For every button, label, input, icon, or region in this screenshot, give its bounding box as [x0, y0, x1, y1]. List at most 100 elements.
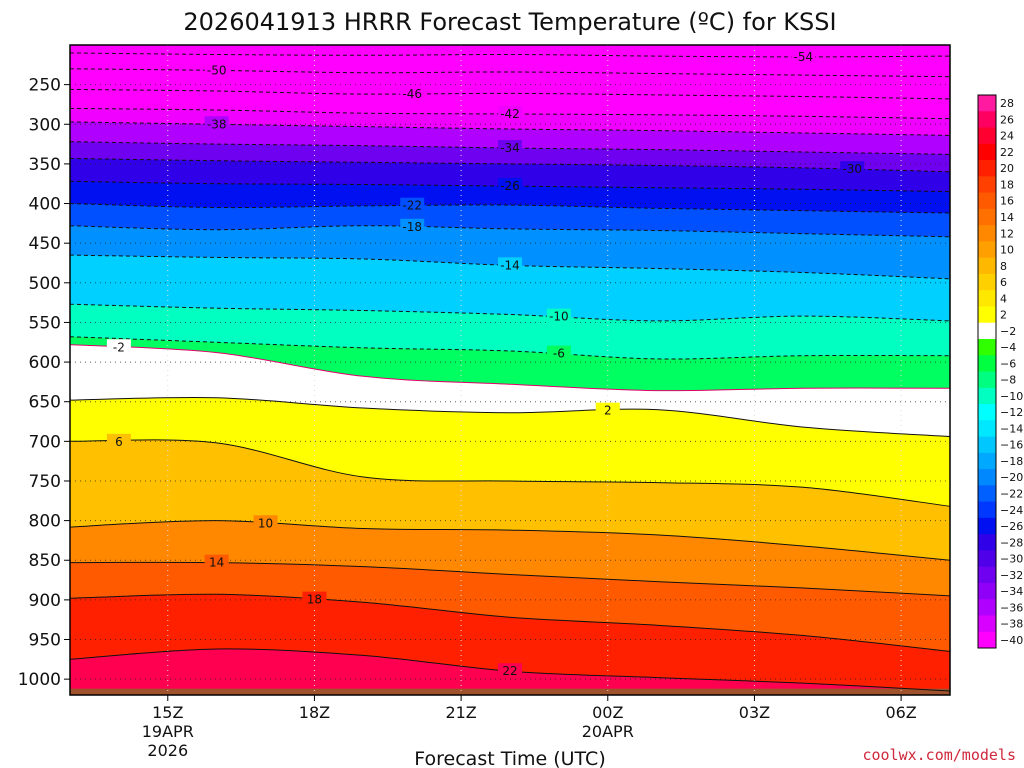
ground-strip — [70, 688, 950, 695]
isotherm-label--2: -2 — [113, 340, 125, 354]
colorbar-label: −40 — [1000, 634, 1023, 647]
isotherm-label-14: 14 — [209, 556, 224, 570]
colorbar-swatch — [978, 208, 996, 226]
colorbar-label: −10 — [1000, 390, 1023, 403]
colorbar-swatch — [978, 550, 996, 568]
colorbar-swatch — [978, 371, 996, 389]
x-tick-label: 06Z — [885, 703, 916, 722]
colorbar-label: −14 — [1000, 422, 1023, 435]
colorbar-label: −38 — [1000, 618, 1023, 631]
x-tick-label: 03Z — [739, 703, 770, 722]
isotherm-label--18: -18 — [402, 220, 422, 234]
y-tick-label: 650 — [29, 393, 61, 413]
isotherm-label--46: -46 — [402, 87, 422, 101]
isotherm-label-bg — [253, 515, 278, 531]
colorbar-swatch — [978, 322, 996, 340]
colorbar-swatch — [978, 241, 996, 259]
colorbar-swatch — [978, 143, 996, 161]
colorbar-swatch — [978, 501, 996, 519]
isotherm-label-bg — [302, 591, 327, 607]
colorbar-label: −4 — [1000, 341, 1016, 354]
y-tick-label: 800 — [29, 512, 61, 532]
colorbar-label: −16 — [1000, 439, 1023, 452]
isotherm-label-bg — [595, 402, 620, 418]
y-axis: 250 300 350 400 450 500 550 600 650 700 750 800 850 9… — [18, 76, 70, 690]
colorbar-swatch — [978, 95, 996, 112]
colorbar-label: 10 — [1000, 244, 1014, 257]
colorbar-swatch — [978, 192, 996, 210]
colorbar-label: −2 — [1000, 325, 1016, 338]
isotherm-label-18: 18 — [307, 593, 322, 607]
isotherm-label--50: -50 — [207, 63, 227, 77]
colorbar-swatch — [978, 225, 996, 242]
isotherm-label-bg — [546, 345, 571, 361]
isotherm-label-22: 22 — [502, 664, 517, 678]
colorbar-label: −12 — [1000, 406, 1023, 419]
colorbar-swatch — [978, 485, 996, 503]
colorbar-label: 24 — [1000, 130, 1014, 143]
isotherm-label--6: -6 — [553, 347, 565, 361]
colorbar-label: 28 — [1000, 97, 1014, 110]
colorbar-swatch — [978, 127, 996, 145]
isotherm-label-bg — [498, 663, 522, 679]
isotherm-label-bg — [106, 433, 131, 449]
colorbar-swatch — [978, 387, 996, 405]
colorbar-label: −18 — [1000, 455, 1023, 468]
y-tick-label: 450 — [29, 234, 61, 254]
isotherm-label-bg — [840, 161, 865, 177]
colorbar-legend: 28 26 24 22 20 18 16 14 12 10 8 6 4 2 −2 −4 −6 −8 −10 −12 −1… — [977, 94, 1023, 649]
isotherm-label-bg — [791, 48, 816, 64]
colorbar-swatch — [978, 582, 996, 600]
isotherm-label-bg — [204, 62, 229, 78]
isotherm-label-bg — [400, 218, 425, 234]
isotherm-label-bg — [106, 339, 131, 355]
y-tick-label: 400 — [29, 195, 61, 215]
y-tick-label: 250 — [29, 76, 61, 96]
colorbar-swatch — [978, 257, 996, 275]
colorbar-swatch — [978, 436, 996, 454]
colorbar-label: −28 — [1000, 536, 1023, 549]
isotherm-label--34: -34 — [500, 141, 520, 155]
colorbar-swatch — [978, 404, 996, 421]
x-tick-label: 00Z — [592, 703, 623, 722]
colorbar-swatch — [978, 420, 996, 438]
colorbar-swatch — [978, 338, 996, 356]
colorbar-swatch — [978, 534, 996, 551]
isotherm--2 — [70, 344, 950, 392]
isotherm-label-2: 2 — [604, 404, 612, 418]
colorbar-label: 14 — [1000, 211, 1014, 224]
y-tick-label: 350 — [29, 155, 61, 175]
plot-frame — [69, 44, 951, 696]
y-tick-label: 750 — [29, 472, 61, 492]
colorbar-label: −36 — [1000, 601, 1023, 614]
colorbar-label: 22 — [1000, 146, 1014, 159]
x-tick-label: 19APR — [142, 722, 194, 741]
site-credit: coolwx.com/models — [862, 746, 1016, 764]
colorbar-label: −22 — [1000, 487, 1023, 500]
colorbar-swatch — [978, 176, 996, 194]
isotherm-2 — [70, 396, 950, 438]
x-tick-label: 2026 — [147, 741, 188, 760]
colorbar-swatch — [978, 452, 996, 470]
colorbar-label: 6 — [1000, 276, 1007, 289]
colorbar-swatch — [978, 469, 996, 486]
isotherm-label-6: 6 — [115, 435, 123, 449]
colorbar-label: −32 — [1000, 569, 1023, 582]
colorbar-swatch — [978, 111, 996, 129]
colorbar-label: 16 — [1000, 195, 1014, 208]
colorbar-label: −20 — [1000, 471, 1023, 484]
colorbar-swatch — [978, 306, 996, 324]
colorbar-label: −6 — [1000, 357, 1016, 370]
colorbar-frame — [977, 94, 997, 649]
colorbar-swatch — [978, 566, 996, 584]
y-tick-label: 1000 — [18, 670, 61, 690]
colorbar-swatch — [978, 160, 996, 177]
isotherm-label--10: -10 — [549, 310, 569, 324]
isotherm-label-bg — [498, 178, 522, 194]
y-tick-label: 950 — [29, 631, 61, 651]
y-tick-label: 850 — [29, 551, 61, 571]
y-tick-label: 900 — [29, 591, 61, 611]
chart-title: 2026041913 HRRR Forecast Temperature (ºC… — [183, 8, 836, 36]
isotherm-18 — [70, 593, 950, 652]
